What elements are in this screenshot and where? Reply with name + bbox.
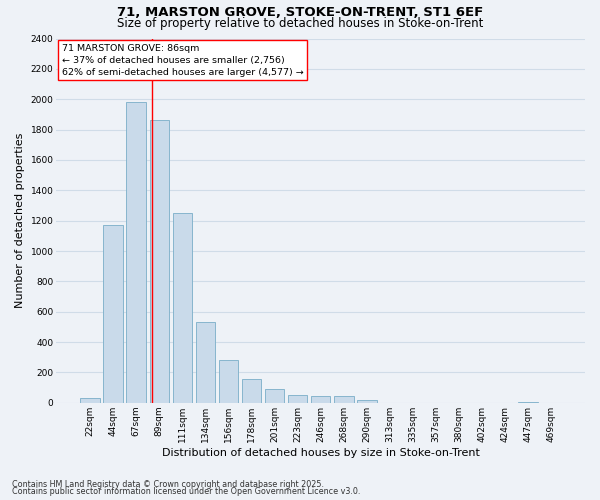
Text: 71 MARSTON GROVE: 86sqm
← 37% of detached houses are smaller (2,756)
62% of semi: 71 MARSTON GROVE: 86sqm ← 37% of detache… xyxy=(62,44,304,76)
Bar xyxy=(242,380,262,403)
Bar xyxy=(103,225,123,403)
Bar xyxy=(218,360,238,403)
Text: Size of property relative to detached houses in Stoke-on-Trent: Size of property relative to detached ho… xyxy=(117,16,483,30)
Text: 71, MARSTON GROVE, STOKE-ON-TRENT, ST1 6EF: 71, MARSTON GROVE, STOKE-ON-TRENT, ST1 6… xyxy=(117,6,483,19)
Bar xyxy=(334,396,353,403)
Bar xyxy=(196,322,215,403)
Bar xyxy=(288,395,307,403)
Y-axis label: Number of detached properties: Number of detached properties xyxy=(15,133,25,308)
Text: Contains HM Land Registry data © Crown copyright and database right 2025.: Contains HM Land Registry data © Crown c… xyxy=(12,480,324,489)
Text: Contains public sector information licensed under the Open Government Licence v3: Contains public sector information licen… xyxy=(12,487,361,496)
Bar xyxy=(311,396,331,403)
Bar xyxy=(518,402,538,403)
Bar xyxy=(80,398,100,403)
Bar xyxy=(265,389,284,403)
Bar xyxy=(357,400,377,403)
Bar xyxy=(149,120,169,403)
X-axis label: Distribution of detached houses by size in Stoke-on-Trent: Distribution of detached houses by size … xyxy=(162,448,479,458)
Bar xyxy=(127,102,146,403)
Bar xyxy=(173,213,192,403)
